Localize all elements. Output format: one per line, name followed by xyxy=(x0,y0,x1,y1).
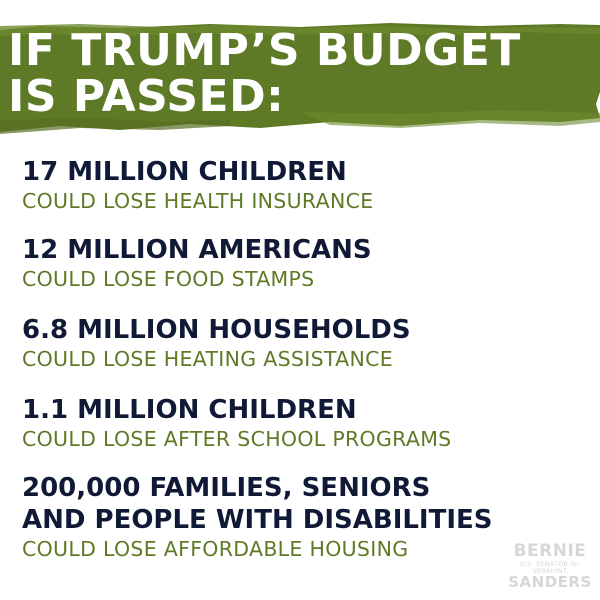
stat-item: 12 MILLION AMERICANS COULD LOSE FOOD STA… xyxy=(22,234,592,292)
logo-line-3: SANDERS xyxy=(508,573,592,591)
stat-item: 1.1 MILLION CHILDREN COULD LOSE AFTER SC… xyxy=(22,394,592,452)
stat-figure: 1.1 MILLION CHILDREN xyxy=(22,395,357,425)
stat-figure: 12 MILLION AMERICANS xyxy=(22,235,372,265)
logo-line-1: BERNIE xyxy=(513,541,587,561)
stat-item: 17 MILLION CHILDREN COULD LOSE HEALTH IN… xyxy=(22,156,592,214)
stat-item: 200,000 FAMILIES, SENIORS AND PEOPLE WIT… xyxy=(22,472,592,562)
stat-consequence: COULD LOSE AFTER SCHOOL PROGRAMS xyxy=(22,427,452,451)
headline-banner xyxy=(0,22,600,140)
headline: IF TRUMP’S BUDGET IS PASSED: xyxy=(8,28,521,120)
stat-figure: 17 MILLION CHILDREN xyxy=(22,157,347,187)
stat-consequence: COULD LOSE HEATING ASSISTANCE xyxy=(22,347,393,371)
bernie-sanders-logo: BERNIE U.S. SENATOR for VERMONT SANDERS xyxy=(506,543,594,590)
stat-consequence: COULD LOSE HEALTH INSURANCE xyxy=(22,189,374,213)
stat-figure: 6.8 MILLION HOUSEHOLDS xyxy=(22,315,411,345)
stat-figure-continued: AND PEOPLE WITH DISABILITIES xyxy=(22,505,493,535)
stat-consequence: COULD LOSE FOOD STAMPS xyxy=(22,267,315,291)
headline-line-1: IF TRUMP’S BUDGET xyxy=(8,25,521,76)
stat-figure: 200,000 FAMILIES, SENIORS xyxy=(22,473,431,503)
brush-stroke-background xyxy=(0,23,600,134)
headline-line-2: IS PASSED: xyxy=(8,71,285,122)
stat-consequence: COULD LOSE AFFORDABLE HOUSING xyxy=(22,537,409,561)
logo-line-2: U.S. SENATOR for VERMONT xyxy=(520,560,580,575)
stat-item: 6.8 MILLION HOUSEHOLDS COULD LOSE HEATIN… xyxy=(22,314,592,372)
